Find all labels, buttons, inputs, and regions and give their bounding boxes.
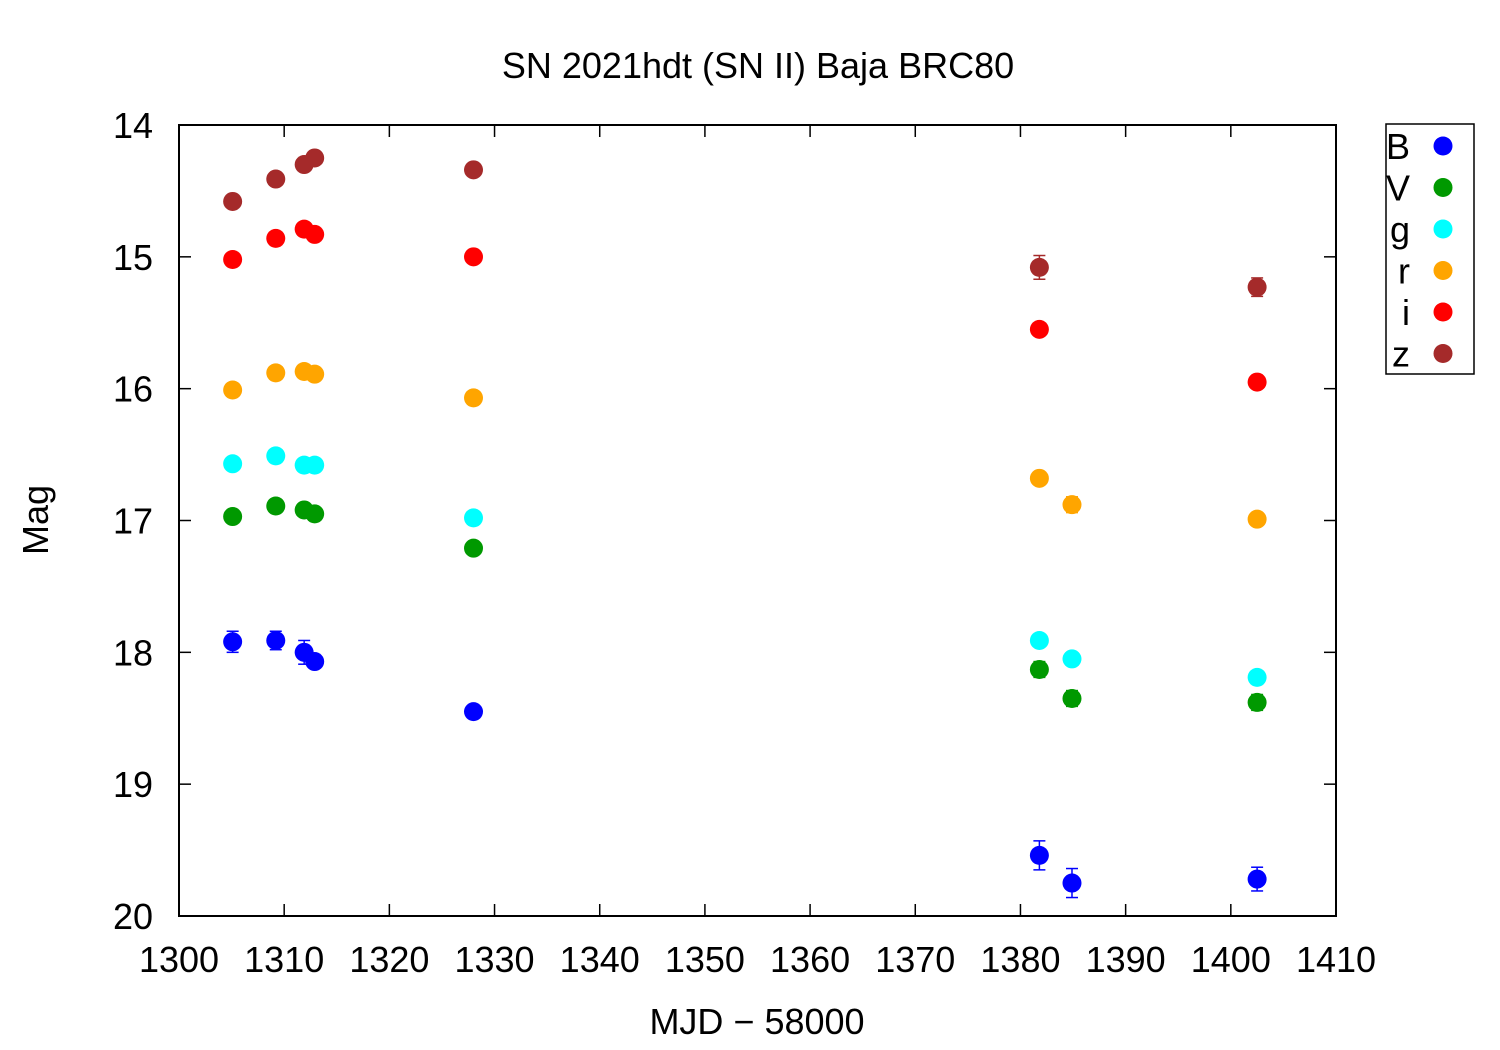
x-tick-label: 1300 <box>139 939 219 980</box>
legend-marker <box>1433 302 1453 322</box>
data-point <box>464 247 484 267</box>
data-point <box>1247 509 1267 529</box>
y-tick-label: 18 <box>113 632 153 673</box>
data-point <box>223 454 243 474</box>
data-points <box>223 148 1267 899</box>
data-point <box>266 446 286 466</box>
series-B <box>223 630 1267 899</box>
data-point <box>464 508 484 528</box>
legend-label: i <box>1402 292 1410 333</box>
x-tick-label: 1400 <box>1191 939 1271 980</box>
data-point <box>305 224 325 244</box>
legend-box <box>1385 123 1475 375</box>
data-point <box>1029 630 1049 650</box>
data-point <box>464 702 484 722</box>
y-tick-label: 14 <box>113 105 153 146</box>
data-point <box>1062 688 1082 708</box>
x-axis-label: MJD − 58000 <box>649 1001 864 1042</box>
legend-marker <box>1433 219 1453 239</box>
data-point <box>305 504 325 524</box>
data-point <box>305 148 325 168</box>
data-point <box>1062 495 1082 515</box>
y-tick-label: 16 <box>113 369 153 410</box>
y-axis-label: Mag <box>15 485 56 555</box>
data-point <box>1247 667 1267 687</box>
data-point <box>223 507 243 527</box>
x-tick-label: 1350 <box>665 939 745 980</box>
data-point <box>1029 468 1049 488</box>
data-point <box>1029 845 1049 865</box>
series-i <box>223 219 1267 392</box>
y-tick-label: 15 <box>113 237 153 278</box>
x-tick-label: 1390 <box>1086 939 1166 980</box>
data-point <box>266 228 286 248</box>
series-V <box>223 496 1267 712</box>
data-point <box>464 160 484 180</box>
x-tick-label: 1410 <box>1296 939 1376 980</box>
legend-marker <box>1433 344 1453 363</box>
y-tick-label: 20 <box>113 896 153 937</box>
legend-label: B <box>1386 126 1410 167</box>
data-point <box>464 388 484 408</box>
chart-title: SN 2021hdt (SN II) Baja BRC80 <box>502 45 1014 86</box>
data-point <box>223 191 243 211</box>
data-point <box>1062 649 1082 669</box>
data-point <box>266 630 286 650</box>
data-point <box>1247 692 1267 712</box>
y-tick-label: 17 <box>113 501 153 542</box>
data-point <box>305 364 325 384</box>
series-r <box>223 362 1267 529</box>
legend-label: z <box>1392 334 1410 375</box>
data-point <box>1029 659 1049 679</box>
data-point <box>464 538 484 558</box>
series-z <box>223 148 1267 298</box>
axis-ticks: 1300 1310 1320 1330 1340 1350 1360 1370 1380 1390… <box>113 105 1376 980</box>
x-tick-label: 1370 <box>875 939 955 980</box>
data-point <box>1247 372 1267 392</box>
data-point <box>223 380 243 400</box>
x-tick-label: 1320 <box>349 939 429 980</box>
data-point <box>266 169 286 189</box>
legend-marker <box>1433 261 1453 280</box>
x-tick-label: 1310 <box>244 939 324 980</box>
data-point <box>1029 257 1049 277</box>
legend-marker <box>1433 178 1453 197</box>
x-tick-label: 1340 <box>560 939 640 980</box>
data-point <box>266 496 286 516</box>
data-point <box>1062 873 1082 893</box>
data-point <box>266 363 286 383</box>
legend-marker <box>1433 136 1453 156</box>
data-point <box>1247 869 1267 889</box>
data-point <box>223 632 243 652</box>
legend-label: g <box>1390 209 1410 250</box>
data-point <box>305 652 325 672</box>
legend-label: r <box>1398 251 1410 292</box>
data-point <box>1029 319 1049 339</box>
x-tick-label: 1380 <box>980 939 1060 980</box>
legend-label: V <box>1386 168 1410 209</box>
x-tick-label: 1360 <box>770 939 850 980</box>
plot-frame <box>178 124 1337 917</box>
series-g <box>223 446 1267 687</box>
data-point <box>1247 277 1267 297</box>
y-tick-label: 19 <box>113 764 153 805</box>
data-point <box>223 249 243 269</box>
x-tick-label: 1330 <box>454 939 534 980</box>
data-point <box>305 455 325 475</box>
